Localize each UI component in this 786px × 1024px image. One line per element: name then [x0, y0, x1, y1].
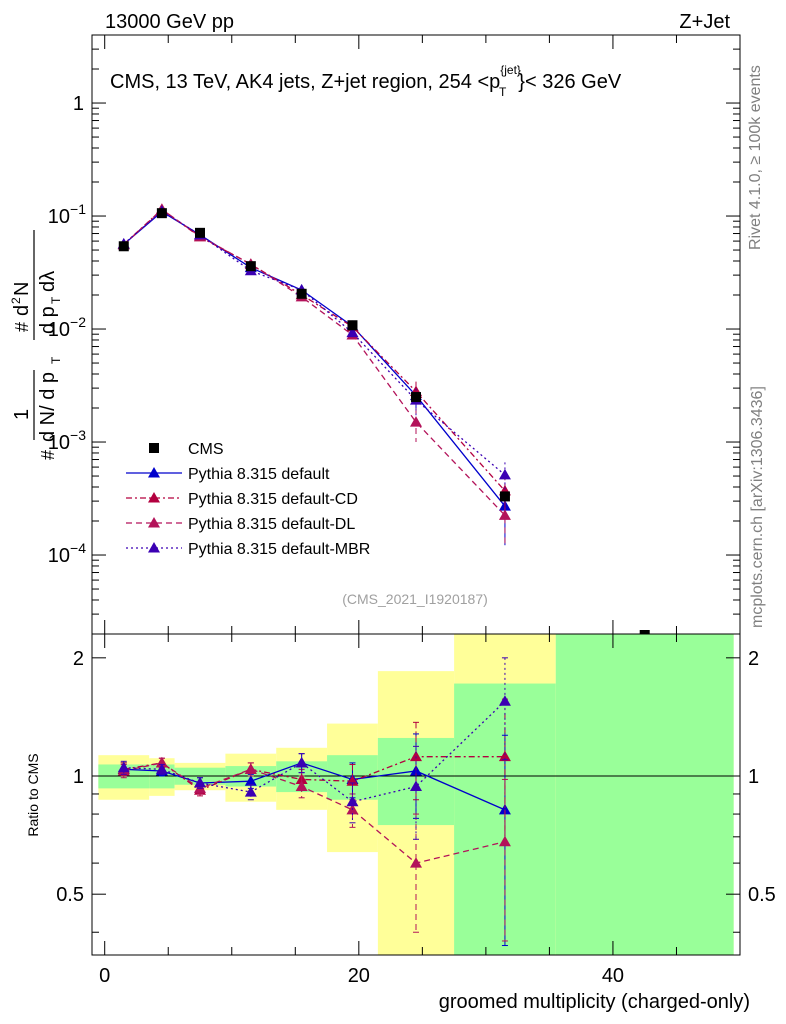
x-tick-label: 20: [348, 965, 370, 987]
ratio-marker-default: [498, 803, 511, 815]
y-label-part: 1: [11, 409, 33, 420]
ratio-y-tick-label-right: 0.5: [748, 884, 776, 906]
cms-data-point: [411, 392, 421, 403]
legend-marker-mbr: [148, 542, 160, 553]
y-tick-label: 10−2: [48, 314, 86, 341]
ratio-y-axis-label: Ratio to CMS: [25, 753, 41, 836]
y-tick-label: 10−4: [48, 540, 86, 567]
ratio-marker-mbr: [410, 780, 422, 792]
cms-data-point: [245, 261, 256, 272]
ratio-line-default: [123, 762, 506, 811]
cms-data-point: [347, 320, 358, 331]
legend-marker-dl: [148, 517, 160, 528]
legend-label-cd: Pythia 8.315 default-CD: [188, 491, 358, 508]
ratio-marker-mbr: [346, 795, 359, 807]
ratio-y-tick-label-right: 1: [748, 766, 759, 788]
main-line-cd: [123, 208, 506, 492]
cms-data-point: [118, 241, 129, 252]
y-label-part: #: [38, 450, 58, 460]
ratio-marker-cd: [498, 750, 511, 762]
y-label-part: N: [11, 282, 33, 296]
main-marker-mbr: [346, 326, 359, 338]
ratio-panel-frame: [91, 633, 741, 956]
y-label-part: dλ: [37, 271, 59, 292]
y-label-part: d N/ d p: [37, 372, 59, 442]
legend-marker-cd: [148, 492, 160, 503]
ratio-y-tick-label: 0.5: [56, 884, 84, 906]
ratio-marker-dl: [410, 857, 422, 868]
y-tick-label: 1: [73, 93, 84, 115]
main-marker-dl: [410, 416, 422, 427]
x-tick-label: 40: [602, 965, 624, 987]
legend: CMS Pythia 8.315 default Pythia 8.315 defa…: [126, 441, 370, 558]
main-line-mbr: [123, 210, 506, 476]
ratio-marker-dl: [194, 782, 206, 793]
y-tick-label: 10−1: [48, 201, 86, 228]
y-label-part: d p: [37, 306, 59, 334]
ratio-line-cd: [123, 756, 505, 791]
legend-label-data: CMS: [188, 441, 224, 458]
ratio-y-tick-label-right: 2: [748, 648, 759, 670]
ratio-marker-mbr: [498, 695, 511, 706]
y-label-part: T: [49, 296, 63, 304]
ratio-y-tick-label: 2: [73, 648, 84, 670]
ratio-marker-mbr: [295, 756, 308, 768]
legend-label-dl: Pythia 8.315 default-DL: [188, 516, 355, 533]
header-left-label: 13000 GeV pp: [105, 11, 234, 33]
ratio-line-dl: [123, 762, 506, 864]
y-label-part: 2: [9, 297, 23, 304]
ratio-marker-mbr: [244, 786, 257, 797]
y-label-part: #: [12, 322, 32, 332]
legend-marker-default: [148, 467, 160, 478]
legend-label-default: Pythia 8.315 default: [188, 466, 330, 483]
main-marker-dl: [498, 509, 511, 520]
ratio-marker-dl: [244, 763, 257, 774]
x-tick-label: 0: [99, 965, 110, 987]
y-label-part: T: [49, 356, 63, 364]
ratio-marker-cd: [410, 750, 422, 762]
ratio-marker-default: [244, 775, 257, 786]
ratio-marker-dl: [498, 835, 511, 847]
rivet-label: Rivet 4.1.0, ≥ 100k events: [747, 65, 764, 250]
main-line-default: [123, 210, 506, 507]
ratio-marker-mbr: [155, 763, 168, 774]
header-right-label: Z+Jet: [679, 11, 730, 33]
analysis-id: (CMS_2021_I1920187): [342, 591, 488, 607]
cms-data-point: [499, 491, 510, 502]
y-tick-label: 10−3: [48, 427, 86, 454]
ratio-marker-mbr: [117, 761, 130, 773]
ratio-marker-mbr: [194, 776, 206, 788]
legend-marker-cms: [149, 443, 159, 453]
x-axis-label: groomed multiplicity (charged-only): [439, 991, 750, 1013]
cms-data-point: [296, 288, 307, 299]
cms-data-point-offscale: [639, 630, 650, 634]
main-line-dl: [123, 208, 506, 516]
plot-title: CMS, 13 TeV, AK4 jets, Z+jet region, 254…: [110, 63, 622, 99]
main-marker-mbr: [498, 468, 511, 480]
mcplots-label: mcplots.cern.ch [arXiv:1306.3436]: [749, 386, 766, 628]
band-inner: [555, 634, 734, 955]
ratio-marker-dl: [295, 780, 308, 792]
cms-data-point: [195, 227, 205, 238]
y-label-part: d: [11, 305, 33, 316]
ratio-y-tick-label: 1: [73, 766, 84, 788]
cms-data-point: [156, 208, 167, 219]
legend-label-mbr: Pythia 8.315 default-MBR: [188, 541, 370, 558]
